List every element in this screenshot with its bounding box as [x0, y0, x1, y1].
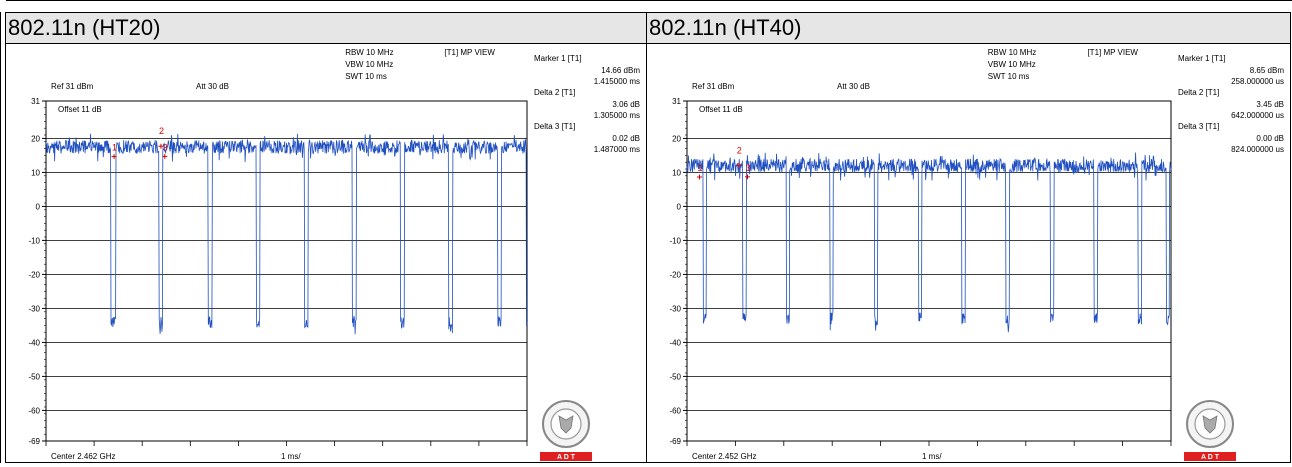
y-tick-label: -50	[28, 372, 40, 381]
y-tick-label: -30	[28, 304, 40, 313]
y-tick-label: 31	[31, 97, 40, 106]
marker-2-label: 2	[737, 145, 742, 155]
y-tick-label: 0	[677, 202, 682, 211]
span-per-div-label: 1 ms/	[281, 452, 301, 461]
y-tick-label: -50	[669, 372, 681, 381]
y-tick-label: 10	[31, 168, 40, 177]
analyzer-plot: 31 20 10 0 -10 -20 -30 -40 -50 -60 -69 Ref 31 dBm At…	[6, 44, 646, 467]
marker-title: Marker 1 [T1]	[1178, 54, 1226, 63]
y-tick-label: -20	[669, 270, 681, 279]
marker-position: 1.415000 ms	[594, 77, 640, 86]
attenuation-label: Att 30 dB	[196, 82, 229, 91]
attenuation-label: Att 30 dB	[837, 82, 870, 91]
y-tick-label: -69	[28, 437, 40, 446]
adt-banner	[1184, 452, 1236, 461]
panel-title: 802.11n (HT20)	[6, 13, 646, 44]
trace-view-label: [T1] MP VIEW	[444, 48, 495, 57]
rbw-label: RBW 10 MHz	[988, 48, 1036, 57]
marker-2-label: 2	[159, 126, 164, 136]
y-tick-label: -30	[669, 304, 681, 313]
adt-banner	[540, 452, 592, 461]
swt-label: SWT 10 ms	[988, 72, 1030, 81]
adt-text: A D T	[557, 454, 576, 461]
y-tick-label: 10	[672, 168, 681, 177]
marker-position: 1.305000 ms	[594, 111, 640, 120]
vbw-label: VBW 10 MHz	[988, 60, 1036, 69]
marker-position: 642.000000 us	[1231, 111, 1284, 120]
y-tick-label: -60	[28, 406, 40, 415]
offset-label: Offset 11 dB	[58, 105, 102, 114]
marker-value: 0.00 dB	[1256, 134, 1284, 143]
ref-level-label: Ref 31 dBm	[692, 82, 735, 91]
adt-text: A D T	[1201, 454, 1220, 461]
y-tick-label: 20	[672, 134, 681, 143]
y-tick-label: -60	[669, 406, 681, 415]
swt-label: SWT 10 ms	[345, 72, 387, 81]
analyzer-plot: 31 20 10 0 -10 -20 -30 -40 -50 -60 -69 Ref 31 dBm At…	[647, 44, 1290, 467]
vbw-label: VBW 10 MHz	[345, 60, 393, 69]
marker-3-label: 3	[163, 142, 168, 152]
bureau-veritas-logo: A D T	[1184, 400, 1236, 461]
seal-shield	[1202, 415, 1218, 434]
rbw-label: RBW 10 MHz	[345, 48, 393, 57]
marker-title: Delta 2 [T1]	[1178, 88, 1219, 97]
marker-position: 824.000000 us	[1231, 145, 1284, 154]
plot-area	[686, 100, 1172, 442]
marker-3-label: 3	[746, 163, 751, 173]
y-tick-label: -69	[669, 437, 681, 446]
center-frequency-label: Center 2.462 GHz	[51, 452, 115, 461]
marker-1-label: 1	[112, 143, 117, 153]
y-tick-label: -10	[669, 236, 681, 245]
marker-position: 258.000000 us	[1231, 77, 1284, 86]
y-tick-label: 31	[672, 97, 681, 106]
y-tick-label: 20	[31, 134, 40, 143]
y-tick-label: -40	[669, 338, 681, 347]
marker-value: 3.45 dB	[1256, 100, 1284, 109]
y-tick-label: -40	[28, 338, 40, 347]
plot-area	[45, 100, 528, 442]
marker-value: 14.66 dBm	[601, 66, 640, 75]
marker-value: 8.65 dBm	[1250, 66, 1285, 75]
y-tick-label: -10	[28, 236, 40, 245]
span-per-div-label: 1 ms/	[922, 452, 942, 461]
panel-ht20: 802.11n (HT20) 31 20 10 0 -10 -20 -30 -40 -50 -60…	[5, 12, 647, 463]
bureau-veritas-logo: A D T	[540, 400, 592, 461]
panel-ht40: 802.11n (HT40) 31 20 10 0 -10 -20 -30 -40 -50 -60…	[646, 12, 1291, 463]
panel-title: 802.11n (HT40)	[647, 13, 1290, 44]
marker-title: Marker 1 [T1]	[534, 54, 582, 63]
trace-view-label: [T1] MP VIEW	[1087, 48, 1138, 57]
offset-label: Offset 11 dB	[699, 105, 743, 114]
marker-position: 1.487000 ms	[594, 145, 640, 154]
trace-line	[686, 152, 1172, 333]
y-tick-label: 0	[36, 202, 41, 211]
ref-level-label: Ref 31 dBm	[51, 82, 94, 91]
marker-title: Delta 3 [T1]	[534, 122, 575, 131]
marker-value: 0.02 dB	[612, 134, 640, 143]
y-tick-label: -20	[28, 270, 40, 279]
marker-1-label: 1	[697, 163, 702, 173]
seal-shield	[558, 415, 574, 434]
trace-line	[45, 133, 528, 335]
center-frequency-label: Center 2.452 GHz	[692, 452, 756, 461]
marker-value: 3.06 dB	[612, 100, 640, 109]
marker-title: Delta 2 [T1]	[534, 88, 575, 97]
top-rule	[0, 0, 1292, 1]
top-gap	[0, 0, 6, 12]
marker-title: Delta 3 [T1]	[1178, 122, 1219, 131]
